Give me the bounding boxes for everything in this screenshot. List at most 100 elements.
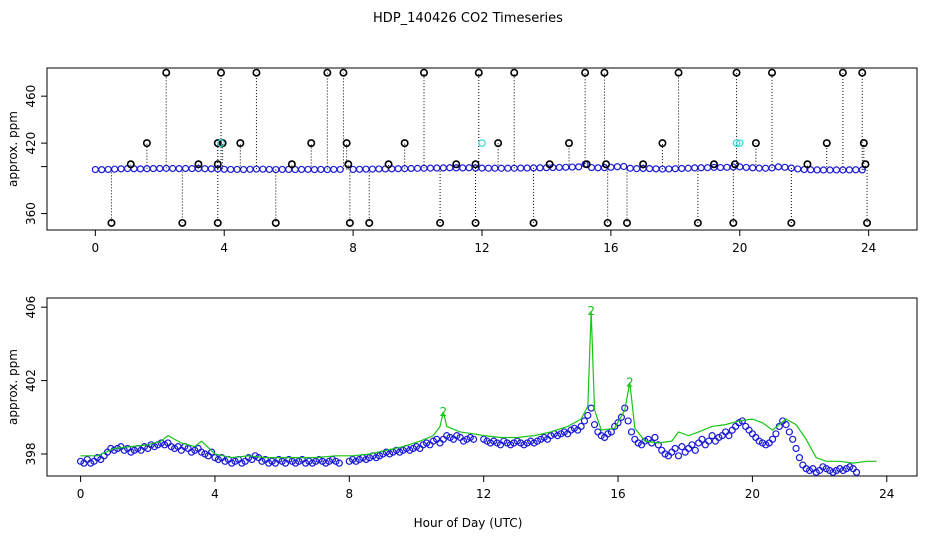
top-data-point: [107, 218, 116, 227]
bottom-data-point: [721, 428, 730, 436]
top-data-point: [236, 139, 245, 148]
top-data-point: [471, 218, 480, 227]
top-data-point: [213, 160, 222, 169]
top-data-point: [581, 68, 590, 77]
bottom-data-point: [674, 452, 683, 460]
top-data-point: [709, 160, 718, 169]
top-data-point: [761, 164, 770, 172]
bottom-data-point: [584, 411, 592, 420]
top-data-point: [622, 218, 631, 227]
bottom-y-tick-label: 406: [24, 296, 38, 319]
bottom-data-point: [691, 446, 699, 454]
top-data-point: [252, 68, 261, 77]
top-y-tick-label: 460: [24, 85, 38, 108]
top-data-point: [555, 163, 563, 172]
bottom-data-point: [177, 446, 185, 454]
top-data-point: [446, 164, 454, 172]
top-data-point: [297, 165, 306, 174]
series-label-2: 2: [440, 405, 448, 419]
bottom-marks: 2 2 2: [76, 0, 877, 476]
top-data-point: [863, 218, 872, 227]
top-data-point: [794, 165, 802, 173]
bottom-data-point: [867, 0, 873, 3]
top-y-axis-label: approx. ppm: [6, 111, 20, 187]
top-data-point: [749, 164, 757, 172]
top-data-point: [246, 165, 254, 173]
top-data-point: [278, 165, 286, 174]
top-data-point: [307, 139, 316, 148]
bottom-x-tick-label: 24: [879, 487, 894, 501]
bottom-data-point: [654, 441, 662, 449]
x-axis-label: Hour of Day (UTC): [414, 516, 523, 530]
top-data-point: [858, 68, 867, 77]
bottom-data-point: [732, 422, 740, 431]
top-data-point: [564, 139, 573, 148]
top-data-point: [233, 165, 241, 174]
bottom-data-point: [695, 439, 703, 447]
top-data-point: [781, 163, 789, 171]
top-data-point: [355, 165, 364, 173]
top-data-point: [602, 160, 611, 169]
top-data-point: [723, 163, 731, 171]
bottom-data-point: [617, 413, 626, 421]
top-data-point: [265, 165, 273, 174]
top-data-point: [149, 165, 157, 173]
bottom-data-point: [577, 422, 585, 431]
top-data-point: [859, 139, 868, 148]
bottom-data-point: [587, 404, 595, 412]
bottom-data-point: [752, 433, 760, 442]
bottom-y-tick-label: 398: [24, 443, 38, 466]
bottom-x-tick-label: 12: [476, 487, 491, 501]
bottom-data-point: [668, 448, 676, 456]
top-data-point: [523, 164, 531, 172]
top-data-point: [767, 68, 776, 77]
top-data-point: [826, 166, 834, 174]
bottom-data-point: [711, 437, 720, 445]
top-data-point: [169, 164, 177, 173]
top-data-point: [751, 139, 760, 148]
top-data-point: [671, 165, 679, 173]
top-data-point: [162, 68, 171, 77]
bottom-data-point: [678, 443, 686, 451]
top-data-point: [213, 218, 222, 227]
top-y-tick-label: 360: [24, 202, 38, 225]
top-data-point: [339, 68, 348, 77]
top-data-point: [703, 164, 712, 172]
top-data-point: [774, 163, 783, 171]
bottom-data-point: [705, 437, 713, 445]
bottom-data-point: [708, 432, 716, 440]
top-data-point: [194, 160, 203, 169]
top-data-point: [684, 164, 692, 172]
top-data-point: [787, 218, 796, 227]
bottom-data-point: [701, 441, 709, 449]
bottom-data-point: [335, 459, 343, 467]
top-data-point: [575, 163, 583, 171]
top-data-point: [178, 218, 187, 227]
series-label-2: 2: [587, 304, 595, 318]
top-data-point: [433, 164, 441, 172]
bottom-data-point: [658, 446, 666, 454]
top-data-point: [345, 218, 354, 227]
bottom-x-tick-label: 20: [745, 487, 760, 501]
top-data-point: [674, 68, 683, 77]
top-data-point: [362, 165, 370, 173]
bottom-data-point: [688, 441, 696, 449]
bottom-data-point: [768, 435, 777, 443]
bottom-data-point: [857, 0, 863, 3]
bottom-data-point: [864, 0, 870, 3]
top-data-point: [426, 164, 435, 172]
bottom-plot-frame: [46, 297, 918, 477]
series-label-2: 2: [626, 375, 634, 389]
top-data-point: [117, 165, 125, 173]
top-data-point: [755, 164, 763, 172]
bottom-x-tick-label: 4: [211, 487, 219, 501]
top-data-point: [188, 165, 196, 173]
top-data-point: [474, 68, 483, 77]
top-data-point: [732, 139, 741, 147]
top-data-point: [639, 160, 648, 169]
top-data-point: [400, 139, 409, 148]
top-data-point: [304, 165, 312, 174]
top-data-point: [104, 165, 112, 174]
top-panel: 0 4 8 12 16 20 24 360 420 460 approx. ppm: [6, 67, 918, 255]
